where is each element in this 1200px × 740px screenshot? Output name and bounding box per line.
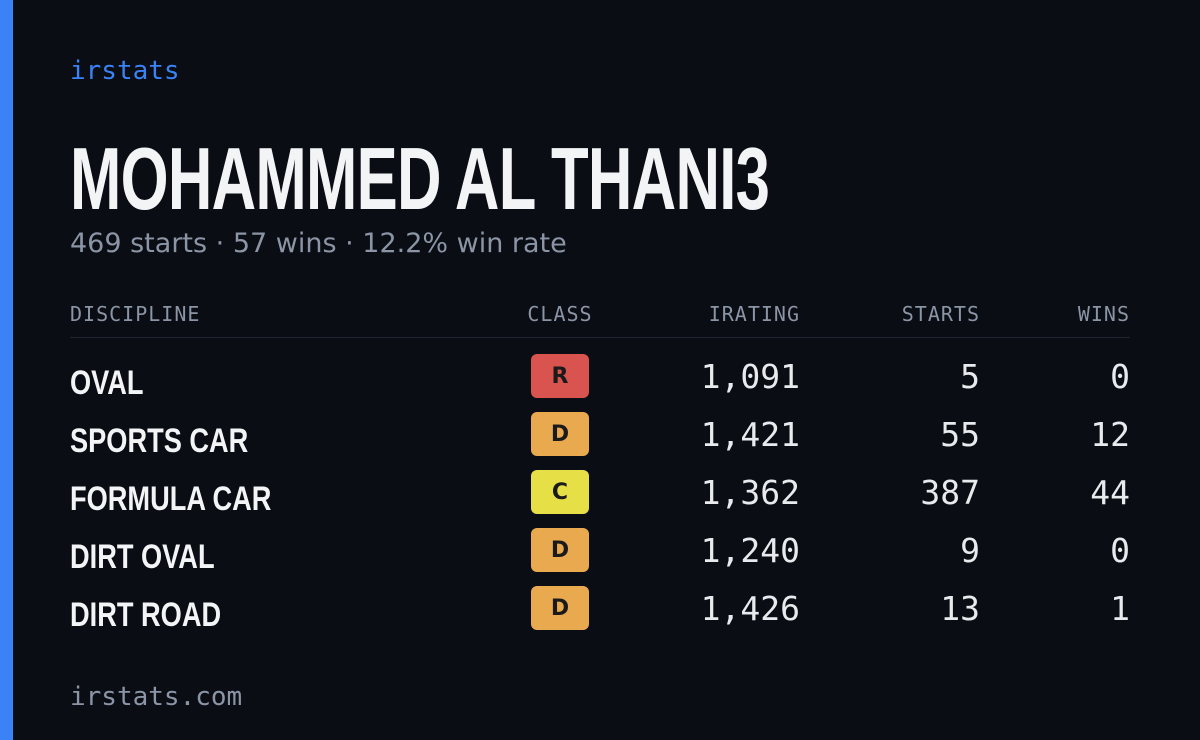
column-header: IRATING <box>708 302 800 326</box>
starts: 55 <box>940 415 980 454</box>
discipline: DIRT ROAD <box>70 596 222 634</box>
wins: 44 <box>1090 473 1130 512</box>
title: MOHAMMED AL THANI3 <box>70 129 770 228</box>
accent-bar <box>0 0 13 740</box>
irating: 1,240 <box>700 531 800 570</box>
irating: 1,421 <box>700 415 800 454</box>
wins: 12 <box>1090 415 1130 454</box>
wins: 0 <box>1110 531 1130 570</box>
class-badge: D <box>531 586 589 630</box>
discipline: FORMULA CAR <box>70 480 272 518</box>
irating: 1,362 <box>700 473 800 512</box>
wins: 0 <box>1110 357 1130 396</box>
class-badge: C <box>531 470 589 514</box>
class-badge: D <box>531 528 589 572</box>
footer: irstats.com <box>70 682 243 712</box>
class-badge: R <box>531 354 589 398</box>
wins: 1 <box>1110 589 1130 628</box>
irating: 1,426 <box>700 589 800 628</box>
column-header: DISCIPLINE <box>70 302 201 326</box>
header-rule <box>70 337 1130 338</box>
column-header: CLASS <box>527 302 593 326</box>
brand: irstats <box>70 56 180 86</box>
discipline: SPORTS CAR <box>70 422 249 460</box>
discipline: DIRT OVAL <box>70 538 215 576</box>
column-header: STARTS <box>901 302 980 326</box>
starts: 387 <box>920 473 980 512</box>
irating: 1,091 <box>700 357 800 396</box>
starts: 5 <box>960 357 980 396</box>
subtitle: 469 starts · 57 wins · 12.2% win rate <box>70 228 567 259</box>
starts: 9 <box>960 531 980 570</box>
column-header: WINS <box>1077 302 1130 326</box>
class-badge: D <box>531 412 589 456</box>
starts: 13 <box>940 589 980 628</box>
discipline: OVAL <box>70 364 144 402</box>
